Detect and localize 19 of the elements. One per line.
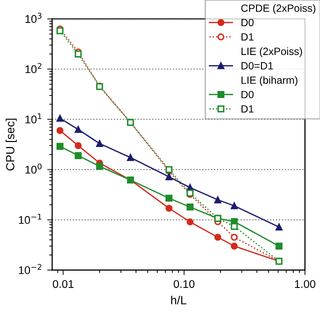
legend-label: D0=D1 <box>242 62 273 70</box>
legend-label: D0 <box>242 18 254 26</box>
y-tick-label: 10$^{0}$ <box>26 164 42 174</box>
y-axis-title: CPU [sec] <box>6 118 17 170</box>
legend-label: D1 <box>242 33 254 41</box>
y-tick-label: 10$^{1}$ <box>26 113 42 124</box>
annotation: LIE (biharm) <box>242 76 298 86</box>
x-tick-label: 1.00 <box>294 280 316 288</box>
y-tick-label: 10$^{−1}$ <box>18 214 42 224</box>
y-tick-label: 10$^{−2}$ <box>18 264 42 274</box>
x-axis-title: h/L <box>171 296 186 304</box>
legend-label: D0 <box>242 90 254 98</box>
annotation: LIE (2xPoiss) <box>242 47 302 58</box>
x-tick-label: 0.01 <box>52 280 74 288</box>
y-tick-label: 10$^{3}$ <box>26 12 42 23</box>
y-tick-label: 10$^{2}$ <box>26 63 42 74</box>
x-tick-label: 0.10 <box>174 280 194 288</box>
text: CPDE (2xPoiss) <box>241 4 316 14</box>
legend-label: D1 <box>242 105 254 113</box>
